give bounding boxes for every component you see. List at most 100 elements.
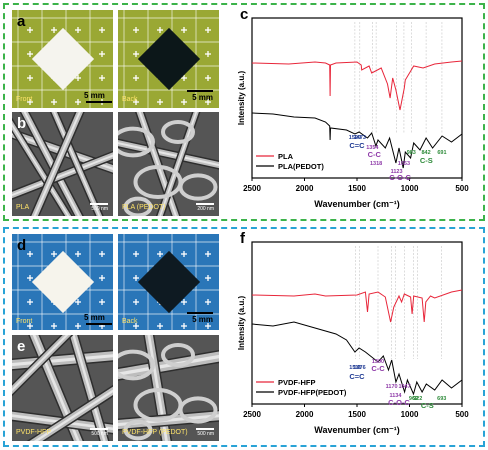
peak-label: 1520 <box>349 135 361 141</box>
panel-letter: c <box>240 6 248 23</box>
sem-label: PVDF-HFP (PEDOT) <box>122 429 188 436</box>
peak-label: 1473 <box>354 135 366 141</box>
peak-label: 691 <box>437 150 446 156</box>
scale-bar <box>187 90 213 92</box>
y-axis-label: Intensity (a.u.) <box>237 296 246 351</box>
fiber-highlight <box>12 335 69 392</box>
x-tick-label: 1000 <box>401 410 419 419</box>
fiber-highlight <box>12 154 113 197</box>
spectrum-svg: 2500 2000 1500 1000 500 Wavenumber (cm⁻¹) Inte… <box>237 6 469 209</box>
x-tick-label: 2000 <box>296 410 314 419</box>
fiber-highlight <box>12 123 70 216</box>
x-axis-label: Wavenumber (cm⁻¹) <box>314 199 399 209</box>
ftir-spectrum-pvdf: 2500 2000 1500 1000 500 Wavenumber (cm⁻¹) Inte… <box>228 230 482 444</box>
sem-scale-label: 500 nm <box>91 431 108 437</box>
back-label: Back <box>122 96 138 103</box>
fiber-texture <box>118 335 219 441</box>
x-tick-label: 2500 <box>243 184 261 193</box>
sem-image-pvdf: e PVDF-HFP 500 nm <box>12 335 113 441</box>
fiber-highlight <box>23 112 80 216</box>
peak-label: 1170 <box>386 384 398 390</box>
group-label: C-C <box>368 150 382 159</box>
fiber-web <box>123 196 153 216</box>
peak-label: 983 <box>407 150 416 156</box>
fiber-web <box>161 120 195 144</box>
y-axis-label: Intensity (a.u.) <box>237 71 246 126</box>
peak-label: 922 <box>413 396 422 402</box>
panel-letter-b: b <box>17 115 27 132</box>
panel-letter-d: d <box>17 237 27 254</box>
series-line-pvdf-hfp <box>251 289 463 323</box>
fiber-texture <box>12 112 113 216</box>
sem-label: PLA (PEDOT) <box>122 204 166 211</box>
x-tick-label: 1500 <box>348 410 366 419</box>
series-line-pedot <box>251 112 463 169</box>
scale-label: 5 mm <box>192 315 213 324</box>
scale-bar-front <box>86 101 112 103</box>
x-tick-label: 2000 <box>296 184 314 193</box>
front-label: Front <box>16 96 33 103</box>
fiber-highlight <box>33 389 113 441</box>
legend-label: PLA <box>278 152 294 161</box>
bottom-panel-frame <box>3 227 485 447</box>
group-label: C-S <box>421 401 434 410</box>
sem-image-pla-pedot: PLA (PEDOT) 200 nm <box>118 112 219 216</box>
panel-letter-a: a <box>17 13 26 30</box>
x-tick-label: 1500 <box>348 184 366 193</box>
group-label: C=C <box>349 141 365 150</box>
x-tick-label: 500 <box>455 184 469 193</box>
scale-label-front: 5 mm <box>84 91 105 100</box>
panel-letter: f <box>240 230 246 247</box>
peak-label: 1476 <box>353 365 365 371</box>
legend-label: PLA(PEDOT) <box>278 162 324 171</box>
peak-label: 1134 <box>389 393 402 399</box>
photo-back-pla: Back 5 mm <box>118 10 219 108</box>
group-label: C-O-C <box>389 173 411 182</box>
fiber-texture <box>118 112 219 216</box>
peak-label: 962 <box>409 396 418 402</box>
fiber-highlight <box>53 112 101 216</box>
peak-label: 842 <box>421 150 430 156</box>
peak-label: 1123 <box>391 169 403 175</box>
sem-image-pla: b PLA 500 nm <box>12 112 113 216</box>
peak-label: 1300 <box>372 359 384 365</box>
sem-scale-label: 500 nm <box>91 206 108 212</box>
x-tick-label: 2500 <box>243 410 261 419</box>
sem-scale-bar <box>196 203 214 205</box>
fiber-highlight <box>118 142 219 167</box>
fiber-texture <box>12 335 113 441</box>
group-label: C-C <box>371 364 385 373</box>
back-label: Back <box>122 318 138 325</box>
photo-front-pla: Front a <box>12 10 113 108</box>
peak-label: 693 <box>437 396 446 402</box>
peak-label: 1047 <box>398 384 410 390</box>
series-line-pedot <box>251 321 463 396</box>
scale-label-front: 5 mm <box>84 313 105 322</box>
fiber-highlight <box>33 112 81 216</box>
mat-grid-lines <box>12 234 113 330</box>
sem-label: PVDF-HFP <box>16 429 51 436</box>
photo-back-pvdf: Back 5 mm <box>118 234 219 330</box>
ftir-spectrum-pla: 2500 2000 1500 1000 500 Wavenumber (cm⁻¹) Inte… <box>228 6 482 218</box>
photo-front-pvdf: Front d <box>12 234 113 330</box>
sem-scale-bar <box>196 428 214 430</box>
peak-label: 1354 <box>366 145 379 151</box>
fiber-highlight <box>32 335 80 441</box>
sem-scale-bar <box>90 428 108 430</box>
sem-scale-label: 200 nm <box>197 206 214 212</box>
fiber-web <box>118 349 155 381</box>
x-axis-label: Wavenumber (cm⁻¹) <box>314 425 399 435</box>
x-tick-label: 500 <box>455 410 469 419</box>
scale-bar-front <box>86 323 112 325</box>
front-label: Front <box>16 318 33 325</box>
fiber-web <box>178 396 218 424</box>
scale-label: 5 mm <box>192 93 213 102</box>
group-label: C-S <box>420 156 433 165</box>
fiber-highlight <box>72 335 106 441</box>
top-panel-frame <box>3 3 485 221</box>
peak-label: 1515 <box>349 365 361 371</box>
x-tick-label: 1000 <box>401 184 419 193</box>
sem-label: PLA <box>16 204 30 211</box>
group-label: C=C <box>349 372 365 381</box>
fiber-web <box>123 419 153 441</box>
